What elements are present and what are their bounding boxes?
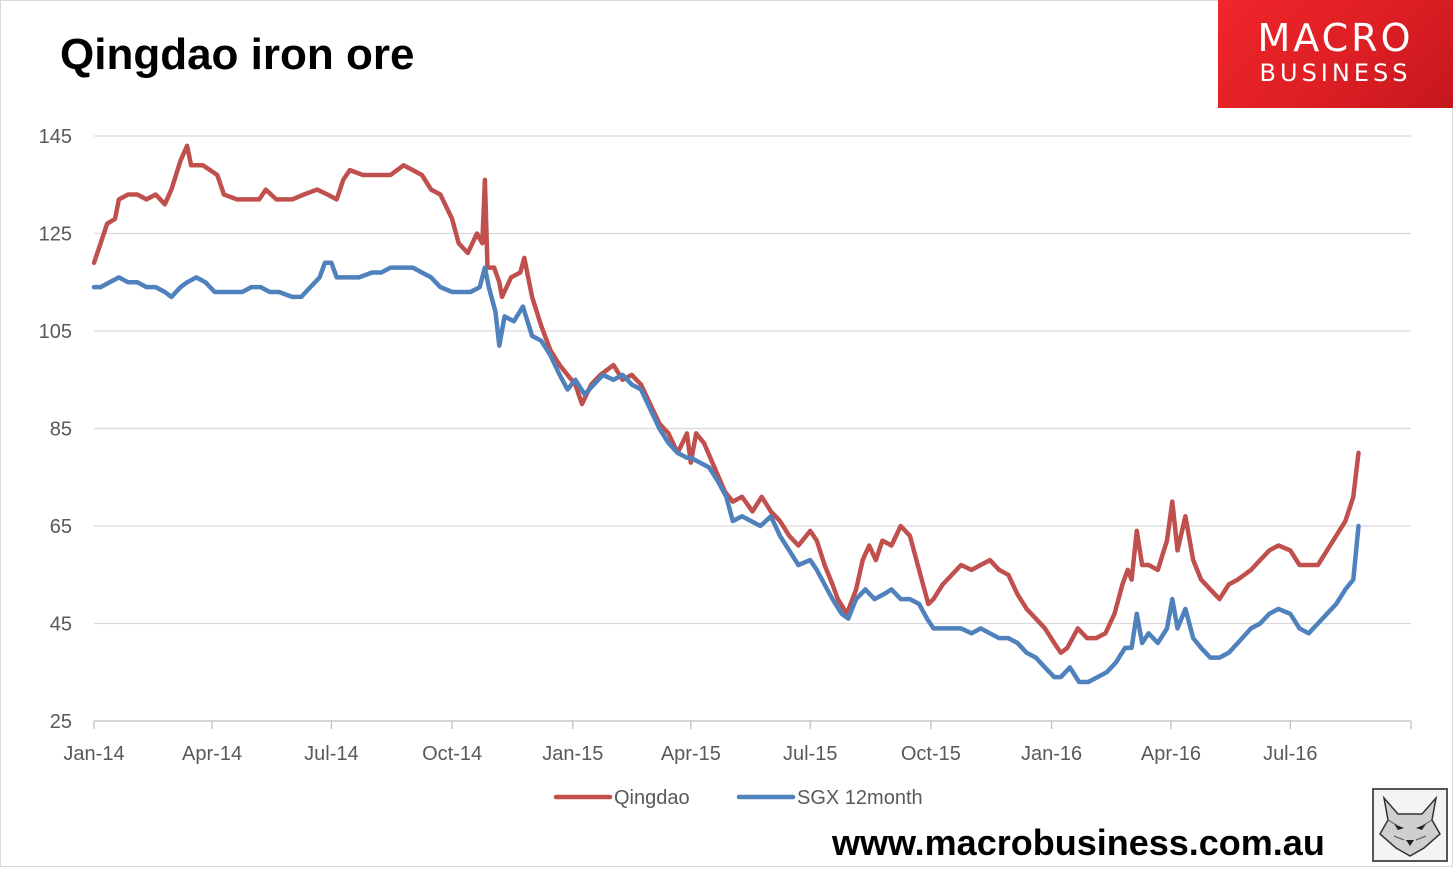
legend: Qingdao SGX 12month [553,787,923,809]
website-url: www.macrobusiness.com.au [832,822,1325,863]
legend-label: SGX 12month [797,787,923,809]
chart-title: Qingdao iron ore [60,30,415,79]
y-tick-label: 125 [39,224,72,246]
x-tick-label: Apr-15 [661,743,721,765]
x-tick-label: Jan-16 [1021,743,1082,765]
y-tick-label: 145 [39,126,72,148]
gridlines [94,135,1411,625]
y-tick-label: 25 [50,711,72,733]
logo-line-macro: MACRO [1257,16,1414,60]
fox-icon [1379,795,1441,857]
fox-logo [1372,788,1448,862]
series-lines [91,143,1361,685]
y-tick-label: 85 [50,419,72,441]
series-line-qingdao [91,143,1361,656]
y-axis-tick-labels: 25 45 65 85 105 125 145 [39,126,72,733]
x-tick-label: Jan-15 [542,743,603,765]
x-tick-label: Jul-14 [304,743,358,765]
x-tick-label: Jul-16 [1263,743,1317,765]
logo-line-business: BUSINESS [1259,59,1412,87]
x-tick-label: Oct-14 [422,743,482,765]
x-axis: Jan-14 Apr-14 Jul-14 Oct-14 Jan-15 Apr-15 Jul-… [63,720,1412,765]
x-tick-label: Jul-15 [783,743,837,765]
macrobusiness-logo: MACRO BUSINESS [1218,0,1453,108]
x-tick-label: Apr-14 [182,743,242,765]
legend-label: Qingdao [614,787,690,809]
y-tick-label: 65 [50,516,72,538]
series-line-sgx-12month [91,260,1361,685]
x-tick-label: Oct-15 [901,743,961,765]
y-tick-label: 45 [50,614,72,636]
x-tick-label: Apr-16 [1141,743,1201,765]
x-tick-label: Jan-14 [63,743,124,765]
y-tick-label: 105 [39,321,72,343]
